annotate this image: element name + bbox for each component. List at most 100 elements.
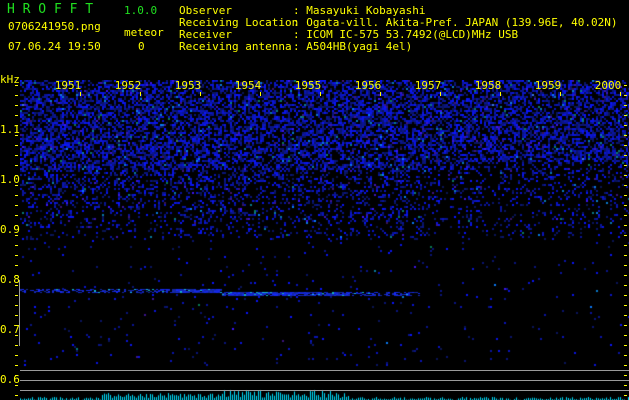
- y-tick: [15, 385, 18, 386]
- info-value: : Masayuki Kobayashi: [293, 4, 426, 17]
- y-tick: [624, 105, 627, 106]
- x-tick: [200, 92, 201, 96]
- y-unit-label: kHz: [0, 73, 20, 86]
- y-tick: [624, 165, 627, 166]
- threshold-line: [20, 370, 629, 371]
- y-tick: [15, 225, 18, 226]
- y-tick: [15, 395, 18, 396]
- y-tick: [15, 355, 18, 356]
- y-tick: [15, 305, 18, 306]
- y-tick: [624, 355, 627, 356]
- y-tick: [15, 275, 18, 276]
- y-tick-label: 0.8: [0, 273, 20, 286]
- info-label: Receiver: [179, 28, 232, 41]
- y-tick: [15, 345, 18, 346]
- y-tick: [15, 265, 18, 266]
- x-tick-label: 1952: [114, 79, 142, 92]
- y-tick: [624, 195, 627, 196]
- y-tick: [15, 245, 18, 246]
- y-tick: [15, 165, 18, 166]
- info-label: Receiving Location: [179, 16, 299, 29]
- y-tick: [15, 95, 18, 96]
- y-tick: [624, 305, 627, 306]
- x-tick-label: 1958: [474, 79, 502, 92]
- y-tick: [15, 315, 18, 316]
- info-label: Observer: [179, 4, 232, 17]
- y-tick: [15, 205, 18, 206]
- y-tick: [624, 385, 627, 386]
- y-tick: [624, 175, 627, 176]
- y-tick-label: 0.6: [0, 373, 20, 386]
- x-tick: [140, 92, 141, 96]
- y-tick: [15, 185, 18, 186]
- y-tick: [15, 145, 18, 146]
- y-tick: [15, 325, 18, 326]
- x-tick-label: 2000: [594, 79, 622, 92]
- x-tick-label: 1951: [54, 79, 82, 92]
- threshold-line: [20, 380, 629, 381]
- x-tick-label: 1953: [174, 79, 202, 92]
- y-tick: [624, 275, 627, 276]
- y-tick: [624, 325, 627, 326]
- y-tick: [15, 195, 18, 196]
- x-tick-label: 1955: [294, 79, 322, 92]
- y-tick: [624, 135, 627, 136]
- y-tick: [15, 135, 18, 136]
- y-tick: [624, 125, 627, 126]
- y-tick: [624, 205, 627, 206]
- y-tick: [15, 125, 18, 126]
- y-tick: [15, 115, 18, 116]
- y-tick: [624, 345, 627, 346]
- file-datetime: 07.06.24 19:50: [8, 40, 101, 53]
- x-tick: [320, 92, 321, 96]
- y-tick: [624, 155, 627, 156]
- x-tick: [620, 92, 621, 96]
- y-tick: [15, 365, 18, 366]
- y-tick: [15, 255, 18, 256]
- meteor-label: meteor: [124, 26, 164, 39]
- y-tick: [624, 265, 627, 266]
- y-tick: [15, 85, 18, 86]
- y-tick: [624, 295, 627, 296]
- y-tick: [15, 235, 18, 236]
- y-tick: [624, 215, 627, 216]
- x-tick-label: 1954: [234, 79, 262, 92]
- app-version: 1.0.0: [124, 4, 158, 17]
- y-tick: [624, 395, 627, 396]
- x-tick-label: 1959: [534, 79, 562, 92]
- info-value: : ICOM IC-575 53.7492(@LCD)MHz USB: [293, 28, 519, 41]
- y-tick: [624, 315, 627, 316]
- y-tick-label: 0.7: [0, 323, 20, 336]
- y-tick: [624, 255, 627, 256]
- y-tick: [15, 215, 18, 216]
- x-tick: [260, 92, 261, 96]
- meteor-count: 0: [138, 40, 145, 53]
- y-tick: [624, 365, 627, 366]
- y-tick: [624, 185, 627, 186]
- y-tick: [624, 285, 627, 286]
- y-tick: [15, 295, 18, 296]
- y-tick: [624, 145, 627, 146]
- y-tick-label: 1.1: [0, 123, 20, 136]
- info-label: Receiving antenna: [179, 40, 292, 53]
- y-tick-label: 1.0: [0, 173, 20, 186]
- x-tick: [80, 92, 81, 96]
- y-tick: [15, 105, 18, 106]
- y-tick: [624, 235, 627, 236]
- y-tick: [624, 225, 627, 226]
- y-tick: [15, 175, 18, 176]
- x-tick-label: 1956: [354, 79, 382, 92]
- y-tick: [15, 375, 18, 376]
- x-tick: [560, 92, 561, 96]
- x-tick: [380, 92, 381, 96]
- spectrogram: [20, 80, 629, 400]
- y-tick: [624, 85, 627, 86]
- x-tick: [440, 92, 441, 96]
- y-tick: [624, 375, 627, 376]
- file-name: 0706241950.png: [8, 20, 101, 33]
- y-tick: [624, 115, 627, 116]
- info-value: : Ogata-vill. Akita-Pref. JAPAN (139.96E…: [293, 16, 618, 29]
- app-title: H R O F F T: [7, 2, 94, 17]
- y-tick-label: 0.9: [0, 223, 20, 236]
- y-tick: [624, 245, 627, 246]
